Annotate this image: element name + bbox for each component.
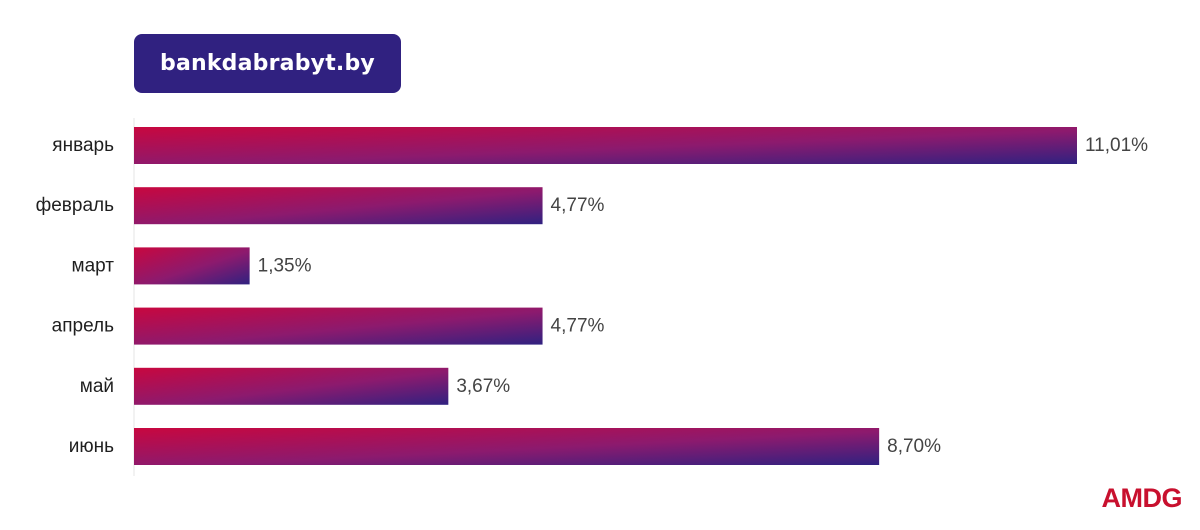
brand-site-label: bankdabrabyt.by: [160, 51, 375, 76]
category-label: июнь: [69, 436, 114, 457]
bar-1: [134, 187, 543, 225]
bar-4: [134, 367, 449, 405]
category-label: апрель: [52, 316, 114, 337]
value-label: 11,01%: [1085, 135, 1148, 156]
logo-text: AMDG: [1101, 483, 1183, 513]
value-label: 4,77%: [551, 195, 605, 216]
category-label: май: [80, 376, 114, 397]
value-label: 4,77%: [551, 316, 605, 337]
bar-3: [134, 307, 543, 345]
category-label: март: [72, 255, 115, 276]
brand-badge: bankdabrabyt.by: [134, 34, 401, 93]
value-label: 8,70%: [887, 436, 941, 457]
value-label: 3,67%: [456, 376, 510, 397]
bar-2: [134, 247, 250, 285]
bar-5: [134, 428, 880, 465]
category-label: февраль: [36, 195, 115, 216]
amdg-logo: AMDG: [1102, 483, 1183, 514]
category-label: январь: [52, 135, 114, 156]
bar-0: [134, 127, 1077, 164]
value-label: 1,35%: [258, 255, 312, 276]
